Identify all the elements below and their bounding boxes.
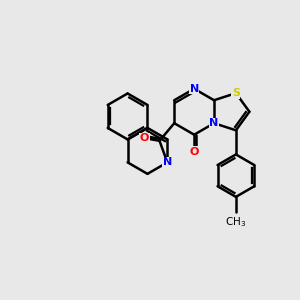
- Text: O: O: [190, 147, 199, 157]
- Text: N: N: [163, 158, 172, 167]
- Text: CH$_3$: CH$_3$: [225, 215, 247, 229]
- Text: O: O: [140, 133, 149, 143]
- Text: N: N: [190, 84, 199, 94]
- Text: N: N: [209, 118, 219, 128]
- Text: S: S: [232, 88, 240, 98]
